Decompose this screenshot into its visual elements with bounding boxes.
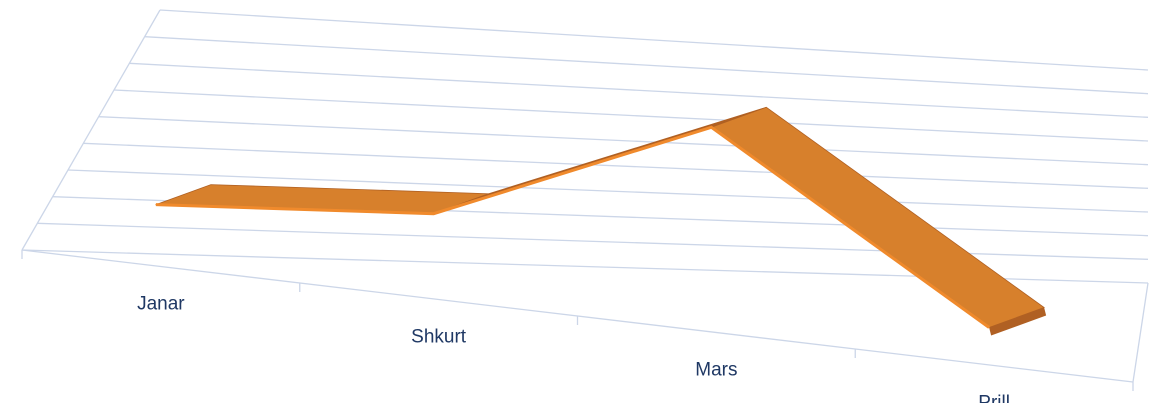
data-point xyxy=(710,126,712,128)
floor-right-edge xyxy=(1132,282,1149,383)
gridlines xyxy=(21,9,1149,284)
gridline xyxy=(37,222,1149,260)
series-line xyxy=(155,125,991,329)
gridline xyxy=(144,36,1149,95)
data-point xyxy=(433,213,435,215)
ribbon-end-cap xyxy=(989,307,1047,336)
category-label: Shkurt xyxy=(411,327,467,348)
category-label: Prill xyxy=(978,393,1010,403)
gridline xyxy=(83,142,1149,189)
gridline xyxy=(113,89,1149,142)
line-series xyxy=(155,106,1047,336)
gridline xyxy=(98,116,1149,166)
category-label: Janar xyxy=(137,294,185,315)
category-axis-labels: Janar Shkurt Mars Prill xyxy=(137,294,1010,403)
data-point xyxy=(988,327,990,328)
depth-axis-line xyxy=(21,9,161,251)
gridline xyxy=(159,9,1149,71)
gridline xyxy=(129,62,1149,118)
chart-floor xyxy=(21,249,1149,391)
ribbon-segment xyxy=(710,106,1045,328)
data-point xyxy=(155,204,157,206)
category-label: Mars xyxy=(695,360,737,381)
gridline xyxy=(67,169,1149,213)
